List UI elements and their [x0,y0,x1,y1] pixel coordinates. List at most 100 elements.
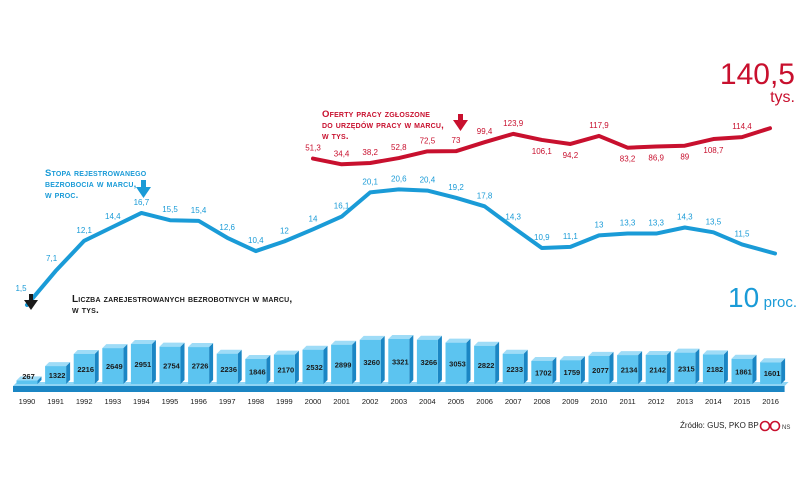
bars-layer: 267 1322 2216 2649 2951 2754 2726 2236 1846 2170 2… [13,335,789,392]
year-tick-label: 2011 [620,397,636,406]
rate-data-label: 10,4 [248,236,264,245]
year-tick-label: 2000 [305,397,322,406]
year-tick-label: 2015 [734,397,751,406]
bar [159,346,181,384]
bar [130,344,152,384]
rate-data-label: 12,6 [219,223,235,232]
bar [73,353,95,384]
year-tick-label: 1995 [162,397,179,406]
bar [273,354,295,384]
year-tick-label: 2008 [533,397,550,406]
rate-data-label: 7,1 [46,254,58,263]
offers-line-layer: 51,3 34,4 38,2 52,8 72,5 73 99,4 123,9 106,1 94,2… [305,119,772,167]
bar-top [359,335,385,340]
offers-end-value: 140,5 [719,58,795,91]
year-tick-label: 2009 [562,397,579,406]
bar [702,354,724,384]
bar-top [245,354,271,359]
bar-top [302,345,328,350]
bar-top [159,342,185,347]
unemployed-caption-line: w tys. [72,305,99,316]
offers-caption-line: Oferty pracy zgłoszone [322,109,431,120]
bar [388,339,410,384]
bar-side [666,350,671,384]
offers-data-label: 83,2 [620,155,636,164]
bar-top [445,338,471,343]
offers-end-unit: tys. [770,89,795,106]
bar-value-label: 2951 [135,360,152,369]
rate-caption-line: w proc. [45,190,79,201]
rate-data-label: 13,3 [620,219,636,228]
offers-data-label: 73 [452,136,461,145]
logo-text: NS [782,425,790,431]
arrow-down-icon-unemployed [24,294,38,310]
offers-data-label: 38,2 [362,148,378,157]
bar-top [416,335,442,340]
year-tick-label: 2007 [505,397,522,406]
bar-side [752,354,757,384]
rate-end-label: 10 proc. [728,282,797,314]
bar-value-label: 2315 [678,364,695,373]
bar [245,358,267,384]
year-tick-label: 2010 [591,397,608,406]
bar [102,348,124,384]
unemployed-caption: Liczba zarejestrowanych bezrobotnych w m… [72,294,292,316]
bar-top [617,351,643,356]
arrow-down-icon-offers [453,114,468,131]
rate-caption: Stopa rejestrowanego bezrobocia w marcu,… [45,168,146,201]
bar-value-label: 2532 [306,363,323,372]
rate-caption-line: bezrobocia w marcu, [45,179,137,190]
source-note: Źródło: GUS, PKO BP [680,421,759,430]
rate-end-value: 10 [728,282,760,313]
bar [16,380,38,384]
bar-value-label: 2182 [707,365,724,374]
bar-value-label: 2134 [621,366,639,375]
offers-data-label: 117,9 [589,121,609,130]
bar-top [531,356,557,361]
bar-top [474,341,500,346]
rate-data-label: 13,5 [706,217,722,226]
bar-top [674,348,700,353]
bar-side [723,350,728,384]
bar-side [352,340,357,384]
rate-data-label: 16,1 [334,202,350,211]
bar-side [123,344,128,384]
year-tick-label: 1994 [133,397,150,406]
rate-data-label: 15,5 [162,205,178,214]
bar-value-label: 2726 [192,362,209,371]
year-tick-label: 1991 [47,397,64,406]
rate-data-label: 12,1 [76,226,92,235]
rate-end-unit: proc. [763,294,797,311]
rate-data-label: 14 [309,214,318,223]
bar-top [760,358,786,363]
bar-value-label: 3053 [449,359,466,368]
bar-top [16,376,42,381]
bar-top [331,340,357,345]
bar-value-label: 2754 [163,361,181,370]
bar-side [237,349,242,384]
year-tick-label: 2002 [362,397,379,406]
bar [474,345,496,384]
bar-side [580,356,585,384]
year-tick-label: 2014 [705,397,722,406]
bar-side [66,362,71,384]
offers-line [311,126,772,167]
bar-side [37,376,42,384]
bar [188,347,210,384]
bar [302,349,324,384]
bar [531,360,553,384]
year-tick-label: 1990 [19,397,36,406]
bar-value-label: 2236 [220,365,237,374]
bar [416,339,438,384]
rate-data-label: 10,9 [534,233,550,242]
offers-caption-line: do urzędów pracy w marcu, [322,120,445,131]
bar [445,342,467,384]
year-tick-label: 2003 [390,397,407,406]
bar-side [94,349,99,384]
bar-top [388,335,414,339]
rate-data-label: 15,4 [191,206,207,215]
rate-data-label: 14,3 [505,212,521,221]
rate-data-label: 17,8 [477,191,493,200]
